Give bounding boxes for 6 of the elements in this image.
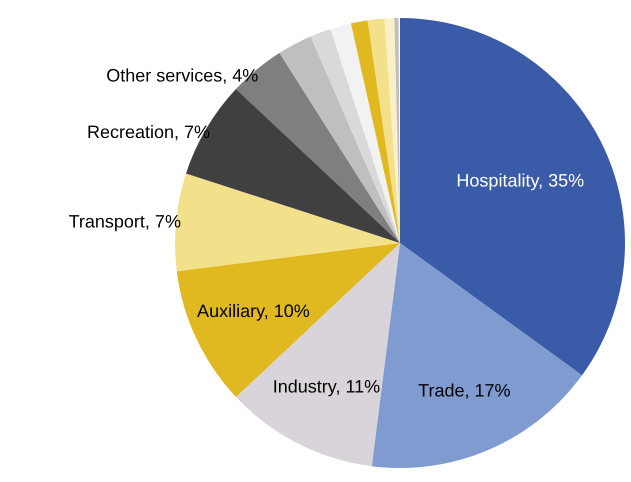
slice-label: Auxiliary, 10% bbox=[197, 300, 310, 321]
slice-label: Hospitality, 35% bbox=[456, 170, 584, 191]
slice-label: Transport, 7% bbox=[68, 212, 181, 232]
slice-label: Other services, 4% bbox=[106, 66, 258, 86]
slice-label: Industry, 11% bbox=[272, 376, 380, 396]
slice-label: Trade, 17% bbox=[418, 380, 511, 401]
